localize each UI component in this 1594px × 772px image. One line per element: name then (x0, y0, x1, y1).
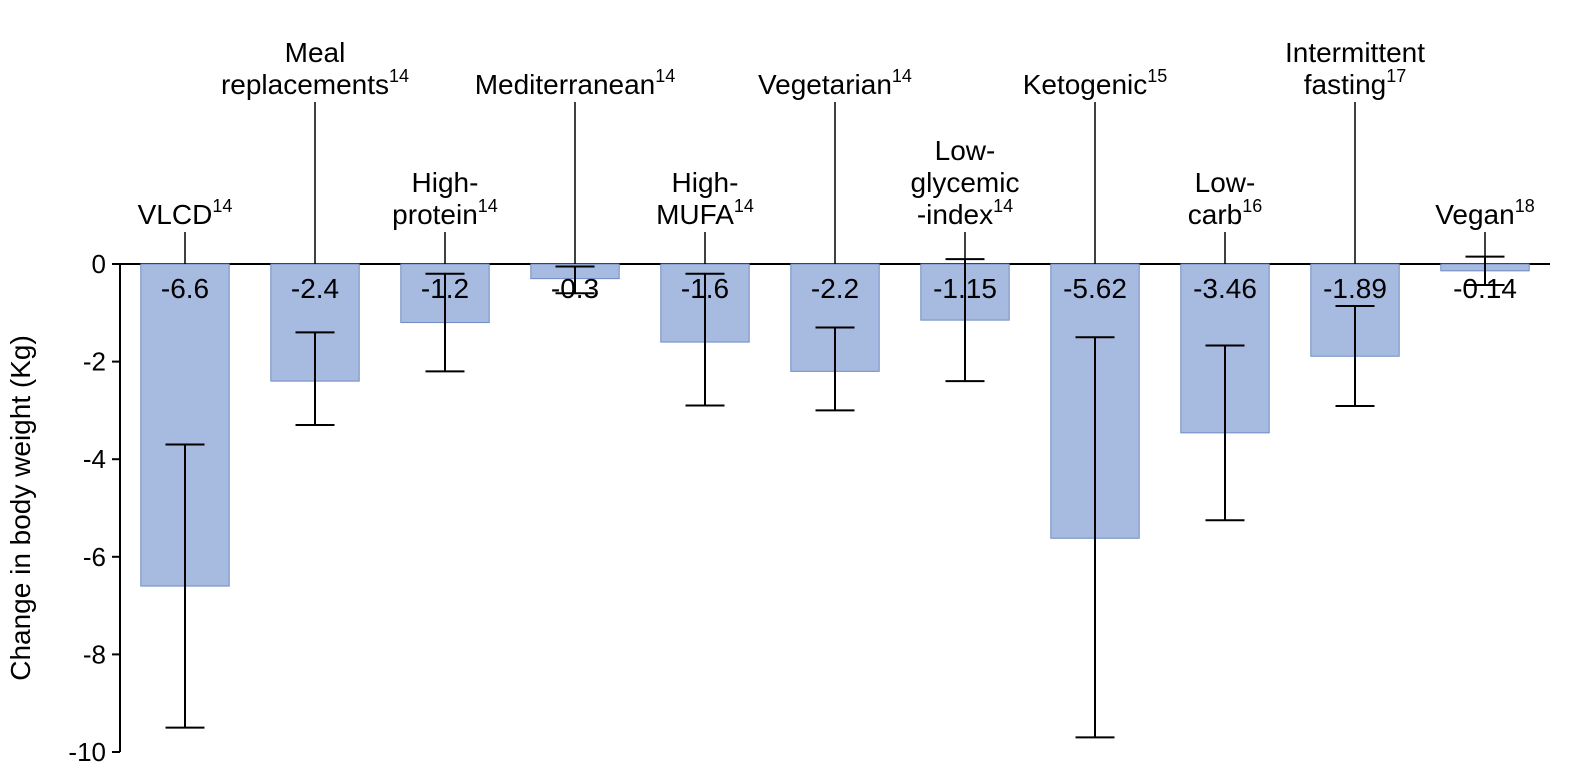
category-label: Vegetarian14 (758, 66, 912, 100)
svg-text:Low-: Low- (1195, 167, 1256, 198)
svg-text:-6: -6 (83, 542, 106, 572)
value-label: -0.14 (1453, 273, 1517, 304)
svg-text:Intermittent: Intermittent (1285, 37, 1425, 68)
category-label: Mediterranean14 (475, 66, 676, 100)
value-label: -1.15 (933, 273, 997, 304)
value-label: -5.62 (1063, 273, 1127, 304)
y-axis-label: Change in body weight (Kg) (5, 335, 36, 681)
svg-text:-4: -4 (83, 444, 106, 474)
value-label: -1.2 (421, 273, 469, 304)
svg-text:High-: High- (412, 167, 479, 198)
svg-text:-8: -8 (83, 639, 106, 669)
value-label: -1.6 (681, 273, 729, 304)
svg-text:High-: High- (672, 167, 739, 198)
svg-text:Meal: Meal (285, 37, 346, 68)
svg-text:replacements14: replacements14 (221, 66, 409, 100)
value-label: -1.89 (1323, 273, 1387, 304)
svg-text:0: 0 (92, 249, 106, 279)
value-label: -2.2 (811, 273, 859, 304)
category-label: Ketogenic15 (1023, 66, 1168, 100)
value-label: -3.46 (1193, 273, 1257, 304)
svg-text:-10: -10 (68, 737, 106, 767)
svg-text:Ketogenic15: Ketogenic15 (1023, 66, 1168, 100)
svg-text:-2: -2 (83, 347, 106, 377)
weight-change-bar-chart: 0 -2 -4 -6 -8 -10 Change in body weight (Kg) -6… (0, 0, 1594, 772)
svg-text:Vegetarian14: Vegetarian14 (758, 66, 912, 100)
svg-text:Mediterranean14: Mediterranean14 (475, 66, 676, 100)
value-label: -0.3 (551, 273, 599, 304)
value-label: -2.4 (291, 273, 339, 304)
svg-text:Low-: Low- (935, 135, 996, 166)
value-label: -6.6 (161, 273, 209, 304)
svg-text:glycemic: glycemic (911, 167, 1020, 198)
